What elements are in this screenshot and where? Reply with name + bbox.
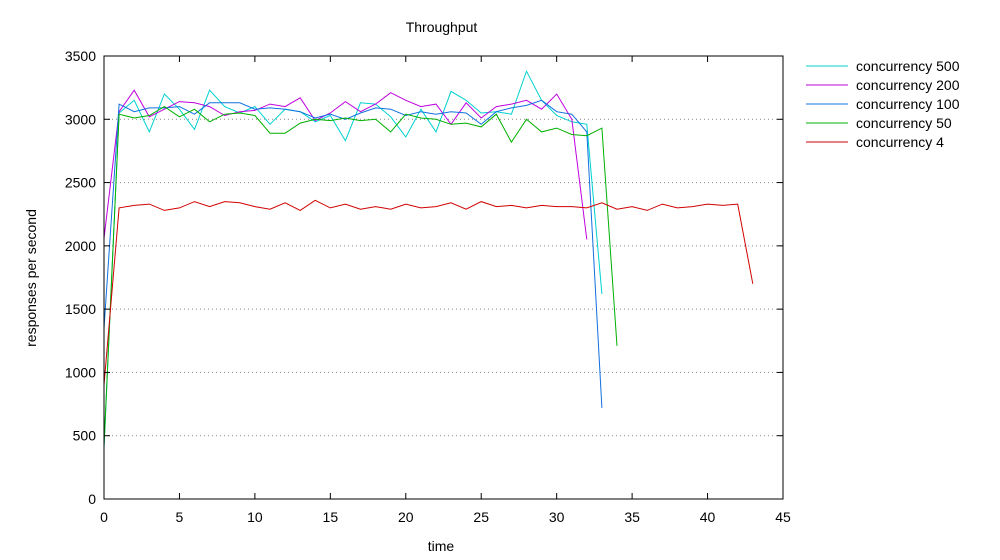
series-line-concurrency-200 <box>103 89 588 240</box>
series-line-concurrency-500 <box>103 69 603 449</box>
legend-label: concurrency 200 <box>856 77 960 93</box>
x-tick-label: 25 <box>473 509 489 525</box>
y-tick-label: 500 <box>73 428 97 444</box>
y-tick-label: 2000 <box>65 238 96 254</box>
legend-label: concurrency 500 <box>856 58 960 74</box>
grid-lines <box>104 118 783 437</box>
x-tick-label: 30 <box>549 509 565 525</box>
axis-ticks: 0 500 1000 1500 2000 2500 3000 3500 0 5 10 15 20 25 30… <box>65 48 791 525</box>
y-tick-label: 0 <box>88 491 96 507</box>
y-tick-label: 1500 <box>65 301 96 317</box>
plot-frame <box>103 55 784 500</box>
x-tick-label: 0 <box>100 509 108 525</box>
legend: concurrency 500 concurrency 200 concurrenc… <box>806 58 960 150</box>
x-tick-label: 10 <box>247 509 263 525</box>
legend-item: concurrency 50 <box>806 115 952 131</box>
y-tick-label: 3000 <box>65 111 96 127</box>
x-tick-label: 35 <box>624 509 640 525</box>
legend-label: concurrency 4 <box>856 134 944 150</box>
x-tick-label: 20 <box>398 509 414 525</box>
legend-item: concurrency 500 <box>806 58 960 74</box>
x-axis-label: time <box>428 538 455 554</box>
legend-label: concurrency 50 <box>856 115 952 131</box>
x-tick-label: 15 <box>323 509 339 525</box>
x-tick-label: 5 <box>176 509 184 525</box>
legend-item: concurrency 200 <box>806 77 960 93</box>
series-line-concurrency-4 <box>103 199 754 386</box>
y-tick-label: 2500 <box>65 175 96 191</box>
legend-item: concurrency 4 <box>806 134 944 150</box>
y-tick-label: 1000 <box>65 364 96 380</box>
series-line-concurrency-100 <box>103 99 603 408</box>
y-axis-label: responses per second <box>23 209 39 347</box>
x-tick-label: 40 <box>700 509 716 525</box>
y-tick-label: 3500 <box>65 48 96 64</box>
legend-item: concurrency 100 <box>806 96 960 112</box>
legend-label: concurrency 100 <box>856 96 960 112</box>
x-tick-label: 45 <box>775 509 791 525</box>
chart-title: Throughput <box>406 19 478 35</box>
series-line-concurrency-50 <box>103 106 618 446</box>
series-lines <box>103 69 754 449</box>
